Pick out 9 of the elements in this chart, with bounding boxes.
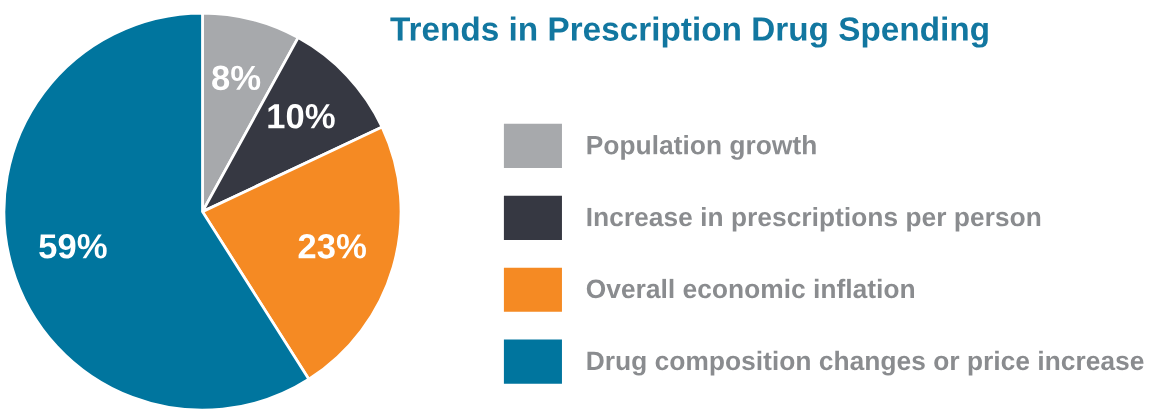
data-label: 8% — [212, 65, 261, 91]
data-label: 59% — [39, 234, 107, 259]
chart-title: Trends in Prescription Drug Spending — [390, 16, 988, 48]
legend-label: Population growth — [587, 135, 816, 160]
legend-label: Increase in prescriptions per person — [587, 206, 1041, 232]
legend-label: Overall economic inflation — [586, 278, 915, 299]
data-label: 23% — [298, 234, 366, 259]
legend-label: Drug composition changes or price increase — [587, 350, 1144, 376]
data-label: 10% — [268, 103, 335, 129]
